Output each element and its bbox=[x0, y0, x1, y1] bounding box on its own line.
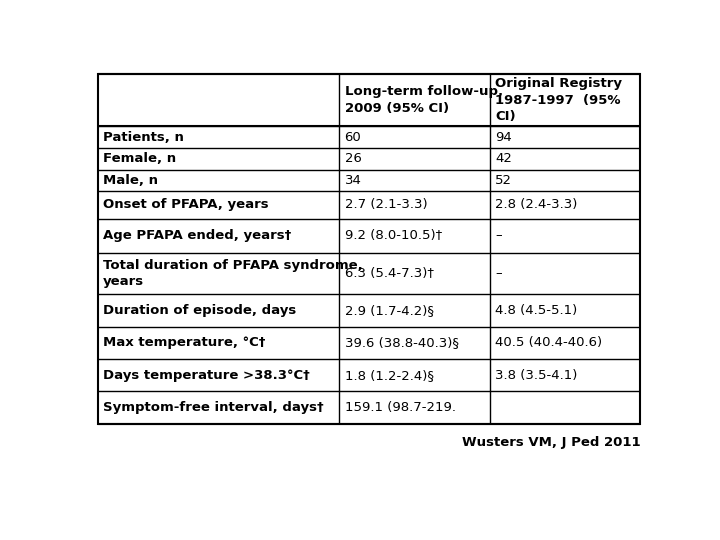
Text: Symptom-free interval, days†: Symptom-free interval, days† bbox=[103, 401, 324, 414]
Text: Wusters VM, J Ped 2011: Wusters VM, J Ped 2011 bbox=[462, 436, 640, 449]
Text: 1.8 (1.2-2.4)§: 1.8 (1.2-2.4)§ bbox=[345, 369, 433, 382]
Text: Original Registry
1987-1997  (95%
CI): Original Registry 1987-1997 (95% CI) bbox=[495, 77, 622, 123]
Text: 4.8 (4.5-5.1): 4.8 (4.5-5.1) bbox=[495, 304, 577, 317]
Text: Days temperature >38.3°C†: Days temperature >38.3°C† bbox=[103, 369, 310, 382]
Bar bbox=[98, 74, 640, 423]
Text: 40.5 (40.4-40.6): 40.5 (40.4-40.6) bbox=[495, 336, 603, 349]
Text: 6.3 (5.4-7.3)†: 6.3 (5.4-7.3)† bbox=[345, 267, 433, 280]
Text: 3.8 (3.5-4.1): 3.8 (3.5-4.1) bbox=[495, 369, 577, 382]
Text: 159.1 (98.7-219.: 159.1 (98.7-219. bbox=[345, 401, 456, 414]
Text: 52: 52 bbox=[495, 174, 513, 187]
Text: Male, n: Male, n bbox=[103, 174, 158, 187]
Text: 39.6 (38.8-40.3)§: 39.6 (38.8-40.3)§ bbox=[345, 336, 459, 349]
Text: Age PFAPA ended, years†: Age PFAPA ended, years† bbox=[103, 230, 292, 242]
Text: 2.7 (2.1-3.3): 2.7 (2.1-3.3) bbox=[345, 198, 427, 212]
Text: –: – bbox=[495, 267, 502, 280]
Text: Onset of PFAPA, years: Onset of PFAPA, years bbox=[103, 198, 269, 212]
Text: Long-term follow-up,
2009 (95% CI): Long-term follow-up, 2009 (95% CI) bbox=[345, 85, 503, 115]
Text: 26: 26 bbox=[345, 152, 361, 165]
Text: 42: 42 bbox=[495, 152, 512, 165]
Text: 94: 94 bbox=[495, 131, 512, 144]
Text: Female, n: Female, n bbox=[103, 152, 176, 165]
Text: Patients, n: Patients, n bbox=[103, 131, 184, 144]
Text: 60: 60 bbox=[345, 131, 361, 144]
Text: 34: 34 bbox=[345, 174, 361, 187]
Text: Duration of episode, days: Duration of episode, days bbox=[103, 304, 297, 317]
Text: 9.2 (8.0-10.5)†: 9.2 (8.0-10.5)† bbox=[345, 230, 442, 242]
Text: Max temperature, °C†: Max temperature, °C† bbox=[103, 336, 266, 349]
Text: Total duration of PFAPA syndrome,
years: Total duration of PFAPA syndrome, years bbox=[103, 259, 363, 288]
Text: 2.9 (1.7-4.2)§: 2.9 (1.7-4.2)§ bbox=[345, 304, 433, 317]
Text: 2.8 (2.4-3.3): 2.8 (2.4-3.3) bbox=[495, 198, 577, 212]
Text: –: – bbox=[495, 230, 502, 242]
